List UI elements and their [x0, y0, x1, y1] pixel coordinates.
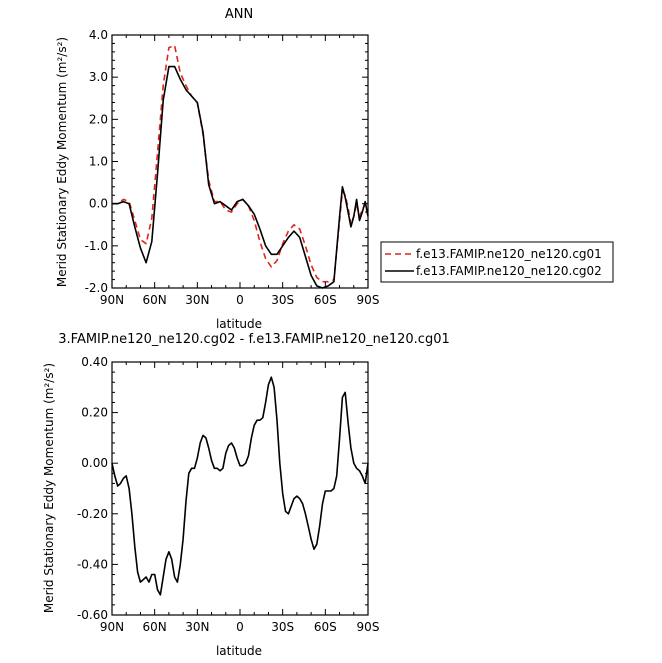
bottom-x-tick-label: 30N	[185, 620, 209, 634]
top-y-tick-label: -2.0	[85, 281, 108, 295]
bottom-y-axis-label: Merid Stationary Eddy Momentum (m²/s²)	[42, 363, 56, 613]
top-chart-title: ANN	[225, 7, 253, 22]
bottom-plot-area: 90N 60N 30N 0 30S 60S 90S -0.60 -0.40 -0.20 0.00 0.…	[77, 355, 380, 634]
top-y-tick-label: 3.0	[89, 70, 108, 84]
top-plot-area: 90N 60N 30N 0 30S 60S 90S -2.0 -1.0 0.0 1.0 2.0 3.0 4…	[85, 28, 380, 307]
legend-label-cg01: f.e13.FAMIP.ne120_ne120.cg01	[416, 247, 602, 261]
top-legend: f.e13.FAMIP.ne120_ne120.cg01 f.e13.FAMIP…	[380, 241, 614, 283]
top-x-tick-label: 30N	[185, 293, 209, 307]
top-x-tick-label: 90N	[100, 293, 124, 307]
top-y-axis-label: Merid Stationary Eddy Momentum (m²/s²)	[55, 37, 69, 287]
top-y-tick-label: 4.0	[89, 28, 108, 42]
top-x-tick-label: 90S	[357, 293, 380, 307]
bottom-x-tick-label: 60S	[314, 620, 337, 634]
top-y-tick-label: 2.0	[89, 112, 108, 126]
top-x-tick-label: 60S	[314, 293, 337, 307]
top-series-line-1	[112, 65, 369, 289]
legend-box	[380, 241, 614, 283]
bottom-x-tick-label: 90N	[100, 620, 124, 634]
bottom-x-tick-label: 90S	[357, 620, 380, 634]
bottom-y-tick-label: 0.00	[81, 456, 108, 470]
top-y-tick-label: 1.0	[89, 155, 108, 169]
bottom-x-axis-label: latitude	[216, 644, 262, 658]
legend-label-cg02: f.e13.FAMIP.ne120_ne120.cg02	[416, 264, 602, 278]
bottom-x-tick-label: 0	[236, 620, 244, 634]
top-x-axis-label: latitude	[216, 317, 262, 331]
bottom-x-tick-label: 60N	[143, 620, 167, 634]
bottom-y-tick-label: 0.40	[81, 355, 108, 369]
bottom-y-tick-label: 0.20	[81, 406, 108, 420]
top-plot-frame	[111, 34, 369, 289]
bottom-panel: 3.FAMIP.ne120_ne120.cg02 - f.e13.FAMIP.n…	[42, 332, 450, 658]
bottom-series-line-0	[111, 376, 369, 596]
top-panel: ANN 90N 60N 30N 0 30S 60S 90S -2.0 -1.0 0.0 1.0 2.0…	[55, 7, 614, 331]
bottom-chart-title: 3.FAMIP.ne120_ne120.cg02 - f.e13.FAMIP.n…	[58, 332, 450, 347]
bottom-y-tick-label: -0.60	[77, 608, 108, 622]
top-x-tick-label: 30S	[271, 293, 294, 307]
top-y-tick-label: 0.0	[89, 197, 108, 211]
bottom-x-tick-label: 30S	[271, 620, 294, 634]
top-x-tick-label: 60N	[143, 293, 167, 307]
top-y-tick-label: -1.0	[85, 239, 108, 253]
bottom-y-tick-label: -0.40	[77, 557, 108, 571]
top-x-tick-label: 0	[236, 293, 244, 307]
bottom-y-tick-label: -0.20	[77, 507, 108, 521]
